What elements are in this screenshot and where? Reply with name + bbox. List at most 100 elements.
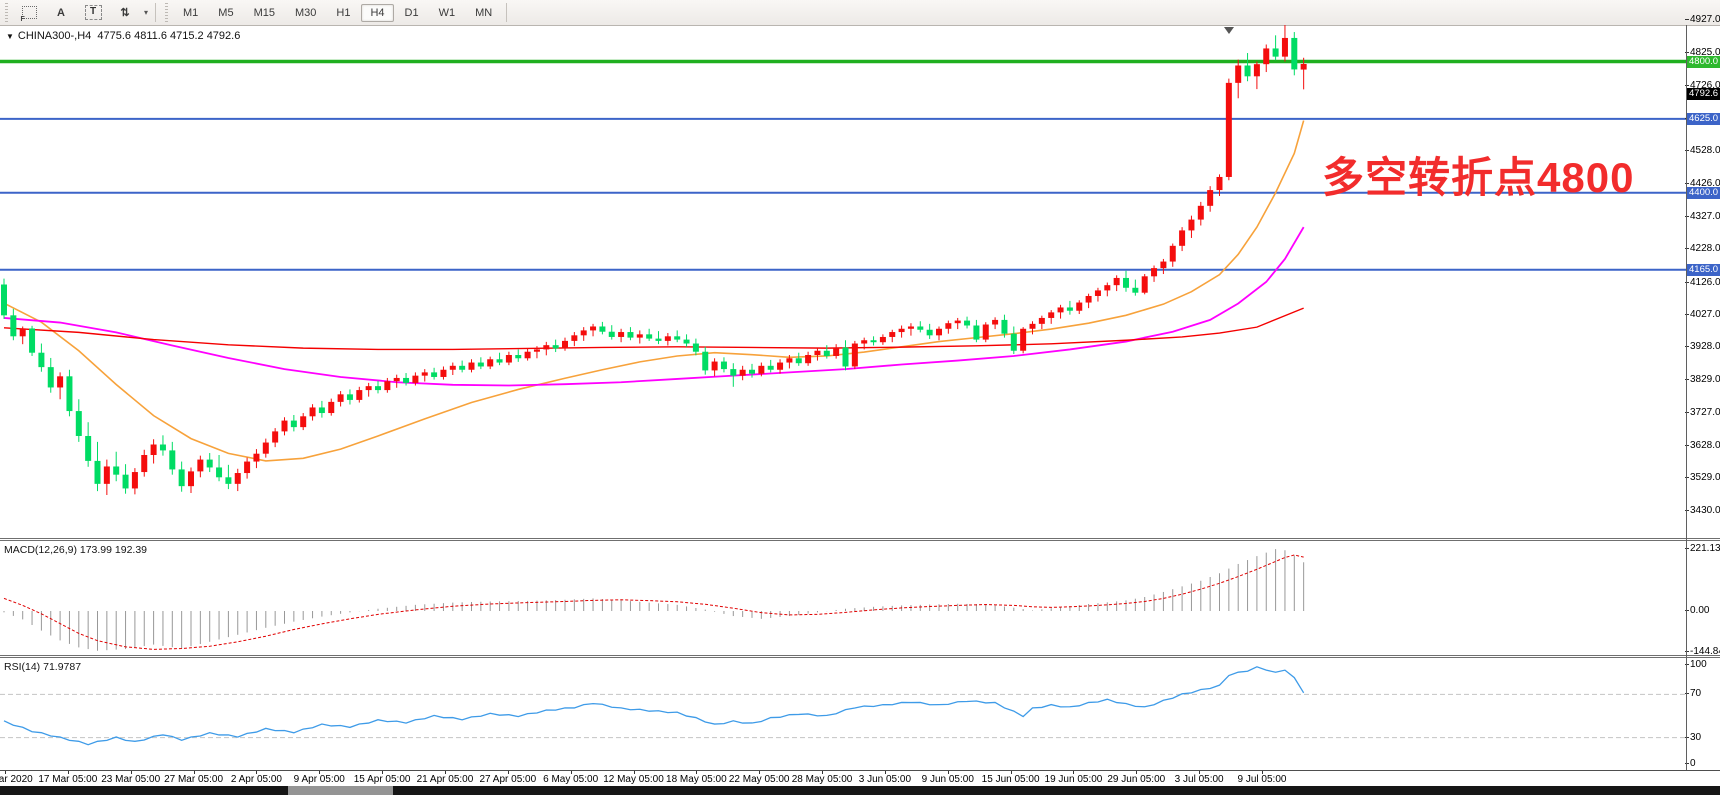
candle [47,367,54,388]
candle [356,390,363,400]
candle [1207,190,1214,206]
time-tick [444,771,446,774]
time-tick [193,771,195,774]
candle [66,376,73,412]
candle [926,329,933,336]
timeframe-button-h4[interactable]: H4 [361,3,394,22]
candle [627,332,634,338]
price-tick-label: 3928.0 [1685,341,1720,353]
candle [1244,65,1251,77]
timeframe-button-m5[interactable]: M5 [218,6,234,19]
time-axis-label: 3 Jun 05:00 [858,774,912,785]
candle [375,386,381,391]
collapse-triangle-icon[interactable]: ▼ [6,32,14,41]
candle [431,372,438,377]
timeframe-button-m15[interactable]: M15 [253,6,275,19]
candle [758,365,765,374]
candle [178,469,185,487]
candle [477,362,484,367]
candle [599,326,606,332]
timeframe-button-w1[interactable]: W1 [438,6,456,19]
candle [1057,307,1064,313]
candle [683,339,690,344]
price-tick-label: 4528.0 [1685,145,1720,157]
price-tick-label: 3628.0 [1685,440,1720,452]
price-axis-border [1686,25,1687,771]
candle [393,377,400,382]
main-price-chart[interactable] [0,25,1686,538]
candle [936,328,942,336]
candle [1029,323,1036,329]
price-tick-label: 4825.0 [1685,47,1720,59]
candle [786,358,793,363]
candle [833,347,840,356]
candle [290,420,297,428]
candle [1,284,7,316]
candle [851,343,858,367]
current-price-badge: 4792.6 [1687,88,1720,100]
price-tick-label: 4126.0 [1685,277,1720,289]
timeframe-button-d1[interactable]: D1 [404,6,419,19]
candle [1253,64,1260,77]
candle [1281,37,1288,57]
candle [533,349,540,352]
price-tick-label: 3430.0 [1685,505,1720,517]
rsi-tick-label: 70 [1685,688,1701,700]
macd-panel[interactable] [0,541,1686,655]
time-tick [5,771,6,774]
candle [646,334,653,339]
symbol-ohlc-line[interactable]: ▼ CHINA300-,H4 4775.6 4811.6 4715.2 4792.… [6,30,240,42]
horizontal-scrollbar[interactable] [0,786,1720,795]
cycle-arrows-tool-icon[interactable]: ⇅ [120,7,130,19]
timeframe-grip[interactable] [163,3,171,22]
chart-shift-marker-icon[interactable] [1224,27,1234,34]
panel-divider-rsi[interactable] [0,655,1720,658]
candle [262,442,269,454]
panel-divider-macd[interactable] [0,538,1720,541]
ohlc-values: 4775.6 4811.6 4715.2 4792.6 [97,30,241,42]
timeframe-button-h1[interactable]: H1 [336,6,351,19]
toolbar-grip[interactable] [3,3,10,22]
candle [571,335,578,341]
price-tick-label: 3529.0 [1685,472,1720,484]
rsi-panel[interactable] [0,658,1686,770]
candle [711,361,718,371]
price-tick-label: 4027.0 [1685,309,1720,321]
time-axis-label: 22 May 05:00 [728,774,790,785]
candle [562,340,568,349]
candle [440,369,447,377]
time-tick [1136,771,1138,774]
candle [1235,65,1242,83]
time-tick [256,771,258,774]
ma-fast-orange [3,120,1305,462]
timeframe-button-m30[interactable]: M30 [294,6,317,19]
timeframe-button-mn[interactable]: MN [475,6,493,19]
candle [188,471,194,487]
candle [1263,48,1270,65]
time-tick [1073,771,1075,774]
selection-rectangle-tool-icon[interactable]: F [14,2,44,23]
candle [590,326,597,331]
text-label-tool-icon[interactable]: T [78,2,108,23]
candle [674,336,681,340]
arrow-text-tool-icon[interactable]: A [57,6,65,19]
candle [19,328,26,337]
time-tick [759,771,761,774]
candle [281,420,288,432]
candle [1151,268,1158,277]
candle [244,461,251,474]
macd-tick-label: -144.84 [1685,646,1720,658]
time-axis-label: 9 Jul 05:00 [1237,774,1287,785]
tools-dropdown-icon[interactable]: ▾ [144,8,149,17]
candle [1066,307,1073,311]
candle [253,453,260,462]
timeframe-button-m1[interactable]: M1 [183,6,199,19]
candle [141,455,148,473]
candle [10,315,17,337]
ma-mid-magenta [3,226,1305,387]
candle [38,352,45,368]
candle [973,325,980,340]
candle [608,331,615,337]
